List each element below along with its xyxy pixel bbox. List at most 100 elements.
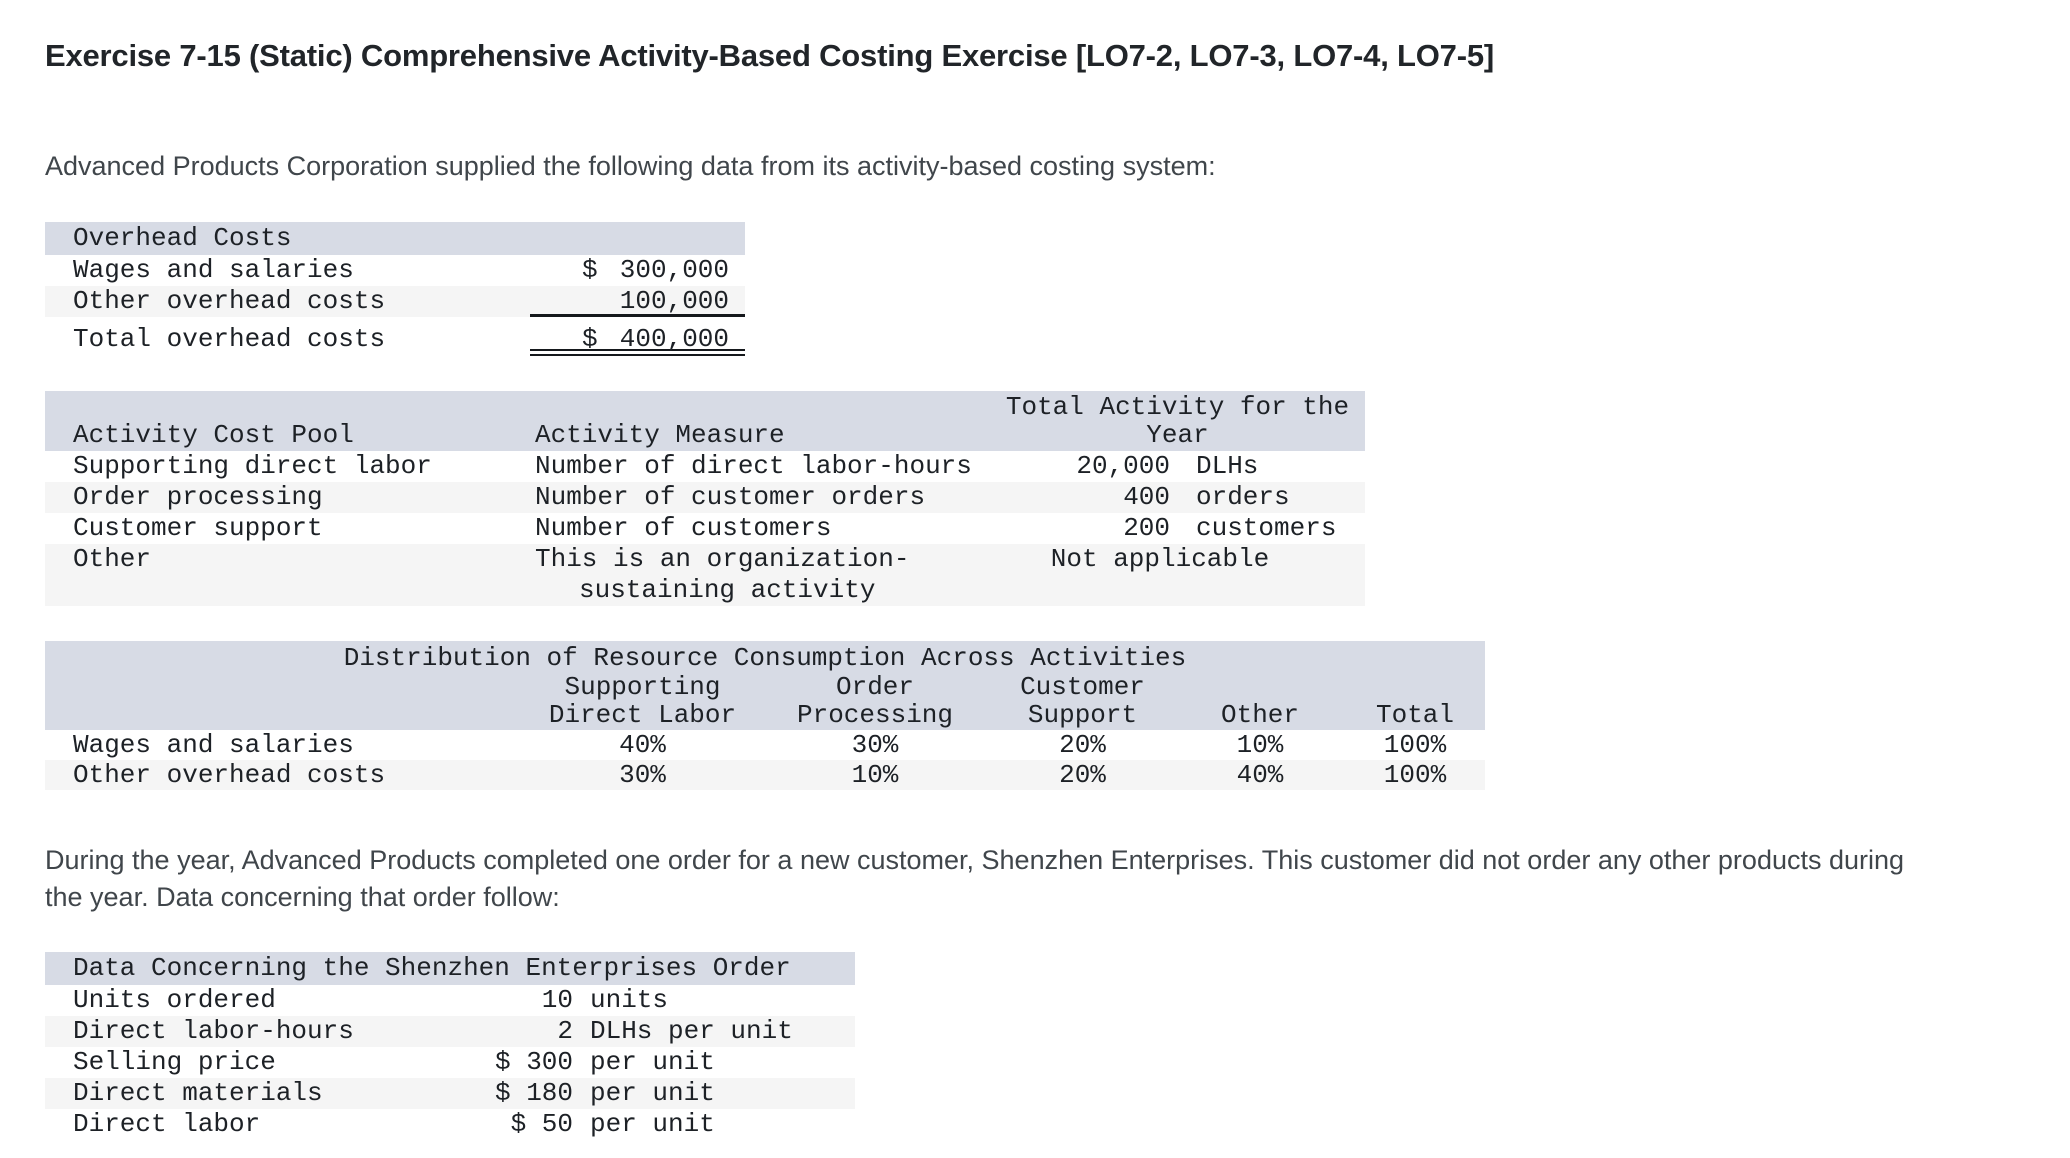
percent-cell: 100% [1383, 730, 1447, 760]
column-headers-line1: Supporting Order Customer [45, 673, 1485, 701]
table-row: Supporting direct labor Number of direct… [45, 451, 1365, 482]
table-row: Order processing Number of customer orde… [45, 482, 1365, 513]
row-label: Wages and salaries [73, 730, 354, 760]
row-value: 10 [541, 985, 573, 1015]
total-amount-cell: $ 400,000 [530, 323, 745, 356]
table-row: Customer support Number of customers 200… [45, 513, 1365, 544]
measure-cell: Number of direct labor-hours [535, 451, 972, 481]
activity-cell: Not applicable [990, 544, 1365, 606]
row-value: $ 50 [510, 1109, 573, 1139]
pool-cell: Order processing [73, 482, 323, 512]
row-unit: per unit [590, 1047, 715, 1077]
distribution-table-header: Distribution of Resource Consumption Acr… [45, 641, 1485, 730]
percent-cell: 10% [1236, 730, 1284, 760]
percent-cell: 30% [619, 760, 666, 790]
percent-cell: 10% [851, 760, 899, 790]
header-activity-cost-pool: Activity Cost Pool [73, 420, 354, 450]
header-line: Total Activity for the [1005, 392, 1350, 422]
header-line: Year [1146, 420, 1209, 450]
activity-table-header: Activity Cost Pool Activity Measure Tota… [45, 391, 1365, 451]
amount-value: 100,000 [619, 286, 729, 316]
row-amount-cell: 100,000 [530, 286, 745, 317]
table-row: Other overhead costs 30% 10% 20% 40% 100… [45, 760, 1485, 790]
spacer [45, 701, 525, 729]
table-row: Other This is an organization- sustainin… [45, 544, 1365, 606]
measure-cell: This is an organization- sustaining acti… [535, 544, 990, 606]
order-paragraph: During the year, Advanced Products compl… [45, 845, 1905, 912]
row-label: Other overhead costs [73, 760, 386, 790]
row-label: Units ordered [73, 985, 276, 1015]
percent-cell: 100% [1383, 760, 1447, 790]
quantity-unit: customers [1196, 513, 1337, 543]
table-row: Wages and salaries 40% 30% 20% 10% 100% [45, 730, 1485, 760]
activity-cell: 200 customers [990, 513, 1365, 544]
column-header: Direct Labor [548, 700, 737, 730]
currency-symbol: $ [582, 255, 598, 285]
column-header: Total [1375, 700, 1454, 730]
currency-symbol: $ [582, 324, 598, 354]
column-header: Customer [1020, 672, 1145, 702]
not-applicable-value: Not applicable [1050, 544, 1270, 574]
row-label: Direct materials [73, 1078, 323, 1108]
header-total-activity: Total Activity for the Year [990, 393, 1365, 449]
measure-line: This is an organization- [535, 544, 910, 574]
quantity-unit: orders [1196, 482, 1290, 512]
percent-cell: 30% [851, 730, 899, 760]
table-row: Units ordered 10 units [45, 985, 855, 1016]
spacer [45, 673, 525, 701]
measure-cell: Number of customers [535, 513, 832, 543]
distribution-title: Distribution of Resource Consumption Acr… [343, 643, 1187, 673]
page-title: Exercise 7-15 (Static) Comprehensive Act… [45, 38, 1494, 73]
overhead-table-header: Overhead Costs [45, 222, 745, 255]
quantity-value: 400 [1123, 482, 1170, 512]
activity-cell: 20,000 DLHs [990, 451, 1365, 482]
row-label: Total overhead costs [73, 324, 386, 354]
row-label: Selling price [73, 1047, 276, 1077]
activity-cell: 400 orders [990, 482, 1365, 513]
percent-cell: 40% [1236, 760, 1284, 790]
row-unit: units [590, 985, 669, 1015]
header-activity-measure: Activity Measure [535, 420, 785, 450]
amount-value: 400,000 [619, 324, 729, 354]
row-amount-cell: $ 300,000 [530, 255, 745, 286]
order-table-header: Data Concerning the Shenzhen Enterprises… [45, 952, 855, 985]
table-row: Direct materials $ 180 per unit [45, 1078, 855, 1109]
column-header: Other [1220, 700, 1299, 730]
row-label: Direct labor-hours [73, 1016, 354, 1046]
row-value: $ 180 [494, 1078, 573, 1108]
quantity-value: 20,000 [1076, 451, 1170, 481]
amount-value: 300,000 [619, 255, 729, 285]
column-header: Supporting [564, 672, 721, 702]
activity-cost-pool-table: Activity Cost Pool Activity Measure Tota… [45, 391, 1365, 606]
row-unit: per unit [590, 1109, 715, 1139]
column-header: Order [835, 672, 914, 702]
column-header [1345, 673, 1485, 701]
row-label: Other overhead costs [73, 286, 386, 316]
pool-cell: Supporting direct labor [73, 451, 432, 481]
table-row: Other overhead costs 100,000 [45, 286, 745, 317]
table-row: Selling price $ 300 per unit [45, 1047, 855, 1078]
table-row: Direct labor-hours 2 DLHs per unit [45, 1016, 855, 1047]
quantity-unit: DLHs [1196, 451, 1259, 481]
quantity-value: 200 [1123, 513, 1170, 543]
measure-cell: Number of customer orders [535, 482, 926, 512]
overhead-costs-table: Overhead Costs Wages and salaries $ 300,… [45, 222, 745, 356]
total-row: Total overhead costs $ 400,000 [45, 323, 745, 356]
percent-cell: 20% [1059, 730, 1106, 760]
intro-paragraph: Advanced Products Corporation supplied t… [45, 151, 1216, 181]
table-row: Direct labor $ 50 per unit [45, 1109, 855, 1140]
row-unit: per unit [590, 1078, 715, 1108]
percent-cell: 40% [619, 730, 666, 760]
row-unit: DLHs per unit [590, 1016, 793, 1046]
row-value: 2 [557, 1016, 573, 1046]
table-row: Wages and salaries $ 300,000 [45, 255, 745, 286]
column-header [1175, 673, 1345, 701]
percent-cell: 20% [1059, 760, 1106, 790]
order-data-table: Data Concerning the Shenzhen Enterprises… [45, 952, 855, 1140]
row-value: $ 300 [494, 1047, 573, 1077]
measure-line: sustaining activity [579, 575, 876, 605]
row-label: Wages and salaries [73, 255, 354, 285]
column-header: Support [1027, 700, 1138, 730]
distribution-table: Distribution of Resource Consumption Acr… [45, 641, 1485, 790]
